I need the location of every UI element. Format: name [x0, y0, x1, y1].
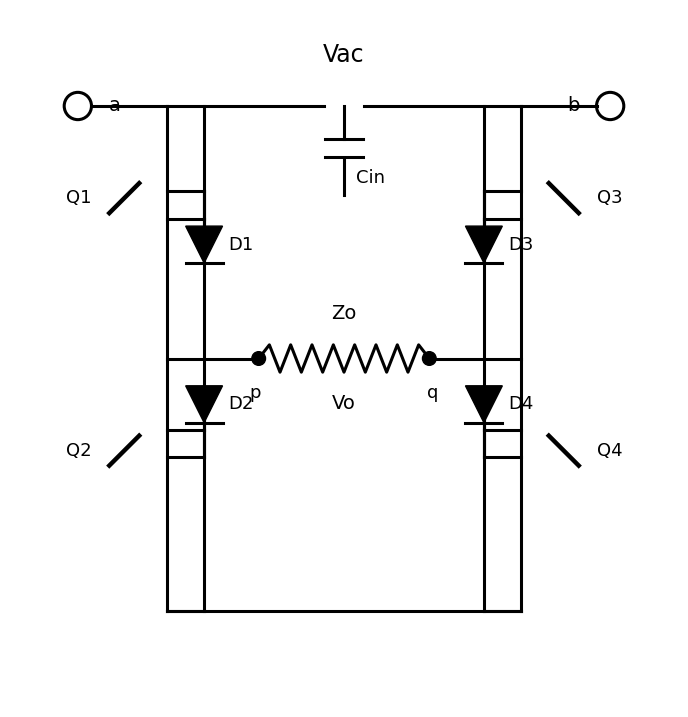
Text: Q3: Q3 — [596, 189, 622, 207]
Text: Cin: Cin — [356, 168, 385, 186]
Text: b: b — [567, 97, 579, 115]
Polygon shape — [186, 386, 222, 422]
Text: Vo: Vo — [332, 394, 356, 413]
Text: D4: D4 — [508, 395, 533, 413]
Text: Q1: Q1 — [66, 189, 92, 207]
Text: q: q — [427, 384, 438, 402]
Polygon shape — [186, 226, 222, 263]
Polygon shape — [466, 386, 502, 422]
Polygon shape — [466, 226, 502, 263]
Text: a: a — [109, 97, 120, 115]
Text: D2: D2 — [228, 395, 253, 413]
Circle shape — [252, 351, 266, 366]
Circle shape — [422, 351, 436, 366]
Text: D3: D3 — [508, 235, 533, 254]
Text: p: p — [250, 384, 261, 402]
Text: Vac: Vac — [323, 43, 365, 67]
Text: D1: D1 — [228, 235, 253, 254]
Text: Q2: Q2 — [66, 442, 92, 460]
Text: Zo: Zo — [332, 304, 356, 323]
Text: Q4: Q4 — [596, 442, 622, 460]
